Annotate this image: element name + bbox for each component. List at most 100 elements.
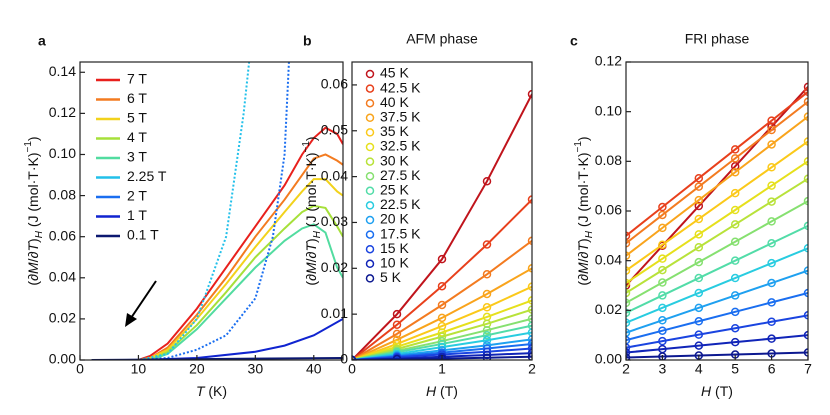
legend-marker bbox=[365, 230, 375, 239]
marker bbox=[658, 254, 667, 263]
series-line bbox=[626, 314, 808, 349]
marker bbox=[658, 336, 667, 346]
x-axis-label: H (T) bbox=[701, 383, 733, 399]
marker bbox=[803, 137, 808, 146]
marker bbox=[803, 348, 808, 357]
legend-marker bbox=[365, 171, 375, 181]
x-axis-label: H (T) bbox=[426, 383, 458, 399]
series-line bbox=[626, 334, 808, 354]
marker bbox=[730, 154, 740, 163]
legend-label: 0.1 T bbox=[127, 227, 159, 243]
marker bbox=[392, 320, 402, 329]
label-part: /∂ bbox=[25, 251, 41, 262]
marker bbox=[626, 231, 631, 241]
marker bbox=[437, 313, 447, 323]
label-part: −1 bbox=[23, 141, 34, 153]
marker bbox=[527, 339, 532, 349]
x-tick-label: 0 bbox=[348, 361, 356, 377]
marker bbox=[803, 196, 808, 206]
x-tick-label: 30 bbox=[248, 361, 264, 377]
series-line bbox=[91, 62, 251, 360]
marker bbox=[392, 354, 402, 360]
legend-label: 6 T bbox=[127, 90, 147, 106]
marker bbox=[658, 278, 667, 287]
marker bbox=[767, 317, 776, 327]
marker bbox=[730, 256, 740, 265]
marker bbox=[626, 278, 631, 288]
legend-label: 3 T bbox=[127, 149, 147, 165]
marker bbox=[767, 125, 776, 135]
marker bbox=[626, 343, 631, 352]
marker bbox=[694, 257, 704, 267]
marker bbox=[658, 291, 667, 300]
marker bbox=[482, 336, 492, 345]
x-tick-label: 3 bbox=[659, 361, 667, 377]
marker bbox=[658, 303, 667, 313]
y-tick-label: 0.00 bbox=[49, 351, 76, 367]
marker bbox=[730, 162, 740, 171]
label-part: −1 bbox=[573, 141, 584, 153]
series-line bbox=[626, 140, 808, 272]
series-line bbox=[352, 285, 532, 360]
marker bbox=[767, 140, 776, 149]
marker bbox=[767, 239, 776, 248]
label-part: (T) bbox=[711, 383, 733, 399]
marker bbox=[527, 89, 532, 99]
marker bbox=[694, 214, 704, 224]
marker bbox=[767, 334, 776, 343]
marker bbox=[694, 330, 704, 339]
marker bbox=[658, 326, 667, 335]
series-line bbox=[352, 93, 532, 360]
label-part: ) bbox=[303, 238, 319, 243]
legend-label: 4 T bbox=[127, 129, 147, 145]
marker bbox=[730, 273, 740, 283]
label-part: H bbox=[584, 230, 595, 238]
series-line bbox=[626, 224, 808, 314]
marker bbox=[803, 244, 808, 253]
label-part: ) bbox=[25, 136, 41, 141]
marker bbox=[626, 239, 631, 248]
marker bbox=[392, 309, 402, 319]
marker bbox=[767, 181, 776, 190]
legend-marker bbox=[365, 201, 375, 210]
marker bbox=[694, 341, 704, 350]
legend-marker bbox=[365, 259, 375, 269]
marker bbox=[694, 201, 704, 211]
marker bbox=[803, 174, 808, 183]
x-tick-label: 0 bbox=[76, 361, 84, 377]
series-line bbox=[626, 91, 808, 237]
marker bbox=[626, 318, 631, 327]
legend-marker bbox=[365, 157, 375, 166]
axes-frame bbox=[625, 61, 809, 361]
marker bbox=[803, 82, 808, 92]
marker bbox=[767, 278, 776, 288]
series-line bbox=[626, 269, 808, 334]
y-tick-label: 0.10 bbox=[49, 145, 76, 161]
marker bbox=[482, 353, 492, 360]
legend-marker bbox=[365, 142, 375, 152]
x-tick-label: 7 bbox=[804, 361, 812, 377]
series-line bbox=[352, 198, 532, 360]
marker bbox=[527, 321, 532, 330]
marker bbox=[527, 348, 532, 358]
marker bbox=[527, 328, 532, 337]
legend-label: 15 K bbox=[380, 240, 409, 256]
marker bbox=[392, 329, 402, 339]
marker bbox=[803, 87, 808, 97]
marker bbox=[482, 240, 492, 249]
y-tick-label: 0.02 bbox=[321, 259, 348, 275]
marker bbox=[437, 281, 447, 291]
label-part: (T) bbox=[436, 383, 458, 399]
marker bbox=[730, 168, 740, 177]
legend-marker bbox=[365, 244, 375, 254]
marker bbox=[626, 298, 631, 308]
marker bbox=[694, 243, 704, 252]
marker bbox=[730, 291, 740, 300]
legend-label: 2 T bbox=[127, 188, 147, 204]
series-line bbox=[91, 223, 343, 360]
marker bbox=[694, 303, 704, 313]
chart-title: AFM phase bbox=[406, 31, 478, 47]
marker bbox=[527, 352, 532, 360]
legend-label: 5 K bbox=[380, 269, 402, 285]
